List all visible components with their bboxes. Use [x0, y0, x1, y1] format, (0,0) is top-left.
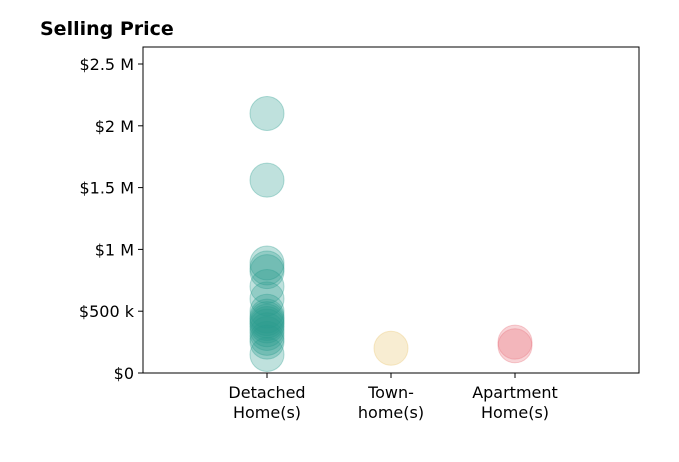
data-point	[249, 245, 285, 281]
chart-title: Selling Price	[40, 18, 174, 40]
data-point	[249, 320, 285, 356]
data-point	[249, 250, 285, 286]
x-axis: DetachedHome(s)Town-home(s)ApartmentHome…	[228, 373, 558, 422]
x-tick-label: home(s)	[358, 403, 424, 422]
y-axis: $0 $500 k $1 M $1.5 M $2 M $2.5 M	[79, 55, 143, 383]
plot-frame	[142, 46, 640, 374]
data-point	[249, 281, 285, 317]
y-tick-label: $0	[114, 364, 134, 383]
points-layer	[249, 95, 533, 372]
y-tick-label: $500 k	[79, 302, 135, 321]
x-tick-label: Apartment	[472, 383, 558, 402]
data-point	[249, 162, 285, 198]
data-point	[249, 298, 285, 334]
data-point	[249, 306, 285, 342]
data-point	[249, 293, 285, 329]
data-point	[249, 312, 285, 348]
x-tick-label: Home(s)	[233, 403, 301, 422]
x-tick-label: Detached	[228, 383, 305, 402]
y-tick-label: $2 M	[95, 117, 134, 136]
data-point	[249, 315, 285, 351]
data-point	[249, 301, 285, 337]
y-tick-label: $1 M	[95, 240, 134, 259]
y-tick-label: $2.5 M	[79, 55, 134, 74]
data-point	[373, 330, 409, 366]
data-point	[249, 268, 285, 304]
y-tick-label: $1.5 M	[79, 179, 134, 198]
data-point	[249, 303, 285, 339]
x-tick-label: Home(s)	[481, 403, 549, 422]
data-point	[249, 308, 285, 344]
data-point	[249, 324, 285, 360]
data-point	[497, 324, 533, 360]
x-tick-label: Town-	[367, 383, 414, 402]
data-point	[249, 95, 285, 131]
data-point	[249, 336, 285, 372]
data-point	[249, 254, 285, 290]
data-point	[497, 328, 533, 364]
